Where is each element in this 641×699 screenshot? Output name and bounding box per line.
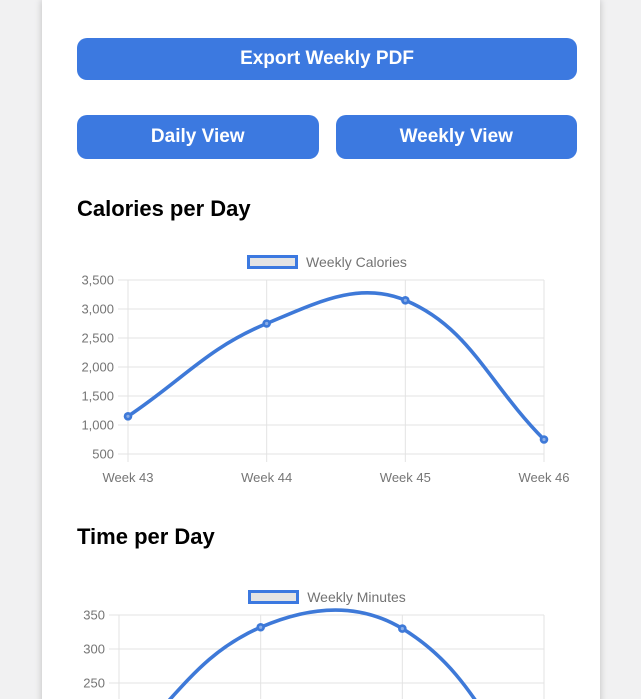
time-legend-label: Weekly Minutes: [307, 589, 406, 605]
calories-section-title: Calories per Day: [77, 196, 251, 221]
y-axis-tick-label: 2,500: [81, 331, 114, 346]
y-axis-tick-label: 1,000: [81, 418, 114, 433]
y-axis-tick-label: 500: [92, 447, 114, 462]
x-axis-tick-label: Week 44: [241, 470, 292, 485]
data-point[interactable]: [401, 296, 410, 305]
calories-legend[interactable]: Weekly Calories: [77, 251, 577, 273]
x-axis-tick-label: Week 46: [518, 470, 569, 485]
y-axis-tick-label: 300: [83, 642, 105, 657]
view-toggle-row: Daily View Weekly View: [77, 115, 577, 159]
series-line[interactable]: [119, 608, 544, 699]
data-point[interactable]: [256, 622, 265, 632]
x-axis-tick-label: Week 45: [380, 470, 431, 485]
content-card: Export Weekly PDF Daily View Weekly View…: [42, 0, 600, 699]
daily-view-button[interactable]: Daily View: [77, 115, 319, 159]
data-point-center: [259, 625, 263, 629]
x-axis-tick-label: Week 43: [102, 470, 153, 485]
y-axis-tick-label: 1,500: [81, 389, 114, 404]
data-point[interactable]: [123, 412, 133, 421]
y-axis-tick-label: 350: [83, 608, 105, 623]
data-point-center: [126, 414, 130, 418]
y-axis-tick-label: 2,000: [81, 360, 114, 375]
data-point-center: [400, 627, 404, 631]
time-legend[interactable]: Weekly Minutes: [77, 586, 577, 608]
export-weekly-pdf-button[interactable]: Export Weekly PDF: [77, 38, 577, 80]
weekly-view-button[interactable]: Weekly View: [335, 115, 577, 159]
data-point[interactable]: [539, 435, 549, 444]
data-point-center: [265, 321, 269, 326]
y-axis-tick-label: 3,500: [81, 273, 114, 288]
legend-swatch-icon: [247, 255, 299, 269]
calories-section: Calories per Day Weekly Calories 3,500 3,…: [77, 195, 577, 491]
time-section: Time per Day Weekly Minutes 350300250200…: [77, 523, 577, 699]
y-axis-tick-label: 3,000: [81, 302, 114, 317]
calories-chart[interactable]: 3,500 3,000 2,500 2,000 1,500 1,000 500 Week 43…: [77, 273, 577, 491]
y-axis-tick-label: 250: [83, 676, 105, 691]
data-point[interactable]: [262, 319, 271, 328]
data-point-center: [403, 298, 407, 302]
calories-legend-label: Weekly Calories: [306, 254, 407, 270]
data-point-center: [542, 437, 546, 442]
data-point[interactable]: [398, 624, 407, 633]
time-section-title: Time per Day: [77, 524, 215, 549]
legend-swatch-icon: [248, 590, 300, 604]
series-line[interactable]: [126, 291, 546, 442]
